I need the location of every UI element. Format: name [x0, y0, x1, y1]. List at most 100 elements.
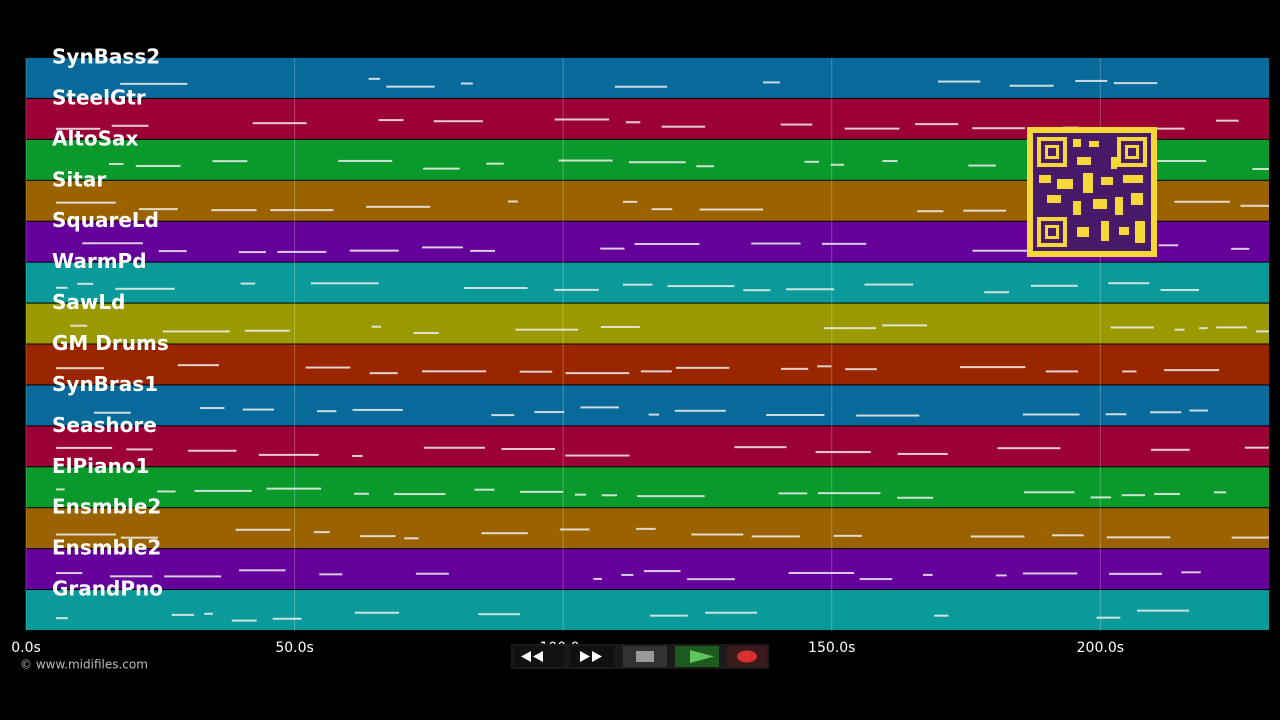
- note: [1030, 284, 1078, 287]
- tick-label: 0.0s: [11, 640, 41, 656]
- watermark: © www.midifiles.com: [20, 658, 148, 672]
- note: [1231, 247, 1250, 250]
- note: [705, 611, 757, 614]
- note: [120, 82, 188, 85]
- note: [917, 210, 944, 213]
- note: [833, 534, 862, 537]
- note: [621, 573, 634, 576]
- note: [109, 575, 153, 578]
- note: [422, 246, 463, 249]
- note: [1009, 84, 1054, 87]
- note: [1109, 572, 1163, 575]
- note: [138, 208, 178, 211]
- note: [352, 454, 363, 457]
- note: [1189, 409, 1208, 412]
- note: [360, 535, 396, 538]
- note: [474, 488, 495, 491]
- note: [378, 119, 404, 122]
- note: [266, 487, 322, 490]
- note: [491, 414, 515, 417]
- track-name: SawLd: [52, 290, 125, 314]
- play-button[interactable]: [675, 646, 719, 667]
- note: [634, 243, 700, 246]
- note: [272, 617, 302, 620]
- note: [56, 367, 104, 370]
- note: [1164, 369, 1220, 372]
- note: [317, 410, 337, 413]
- note: [1122, 370, 1137, 373]
- note: [1199, 327, 1208, 330]
- note: [534, 411, 565, 414]
- note: [845, 368, 877, 371]
- note: [648, 413, 660, 416]
- note: [643, 570, 681, 573]
- note: [691, 533, 744, 536]
- note: [984, 291, 1010, 294]
- track-name: Ensmble2: [52, 536, 161, 560]
- note: [1231, 536, 1269, 539]
- note: [628, 161, 686, 164]
- track-lane: [26, 590, 1269, 630]
- note: [882, 160, 898, 163]
- note: [1121, 494, 1146, 497]
- note: [393, 493, 446, 496]
- note: [788, 571, 855, 574]
- note: [830, 163, 845, 166]
- note: [352, 408, 403, 411]
- note: [558, 159, 613, 162]
- note: [882, 324, 928, 327]
- note: [463, 287, 528, 290]
- track-name: SteelGtr: [52, 85, 146, 109]
- note: [972, 249, 1032, 252]
- note: [486, 162, 504, 165]
- note: [212, 160, 248, 163]
- note: [371, 325, 382, 328]
- note: [310, 282, 379, 285]
- note: [93, 411, 131, 414]
- note: [77, 282, 94, 285]
- note: [56, 201, 116, 204]
- note: [623, 200, 638, 203]
- track-name: AltoSax: [52, 126, 139, 150]
- note: [135, 164, 181, 167]
- track-lane: [26, 344, 1269, 385]
- track-name: WarmPd: [52, 249, 147, 273]
- note: [785, 288, 835, 291]
- fast-forward-button[interactable]: [570, 646, 614, 667]
- note: [1136, 609, 1190, 612]
- note: [817, 365, 832, 368]
- note: [56, 617, 68, 620]
- note: [305, 366, 351, 369]
- note: [897, 452, 948, 455]
- qr-code: [1027, 127, 1157, 257]
- note: [157, 490, 176, 493]
- note: [194, 489, 252, 492]
- track-lane: [26, 262, 1269, 303]
- note: [56, 533, 116, 536]
- note: [188, 449, 237, 452]
- note: [1022, 572, 1078, 575]
- rewind-button[interactable]: [514, 646, 564, 667]
- note: [804, 160, 819, 163]
- note: [734, 446, 787, 449]
- note: [1106, 536, 1171, 539]
- note: [856, 414, 920, 417]
- stop-button[interactable]: [623, 646, 667, 667]
- record-button[interactable]: [727, 646, 767, 667]
- track-labels: SynBass2 SteelGtr AltoSax Sitar SquareLd Warm…: [52, 45, 169, 601]
- note: [252, 122, 307, 125]
- note: [864, 283, 914, 286]
- note: [319, 573, 343, 576]
- note: [108, 162, 124, 165]
- note: [1024, 491, 1075, 494]
- note: [1240, 204, 1269, 207]
- note: [593, 577, 602, 580]
- track-name: Sitar: [52, 167, 106, 191]
- note: [667, 285, 735, 288]
- note: [766, 414, 825, 417]
- track-name: GM Drums: [52, 331, 169, 355]
- note: [349, 249, 399, 252]
- note: [625, 121, 641, 124]
- note: [762, 81, 780, 84]
